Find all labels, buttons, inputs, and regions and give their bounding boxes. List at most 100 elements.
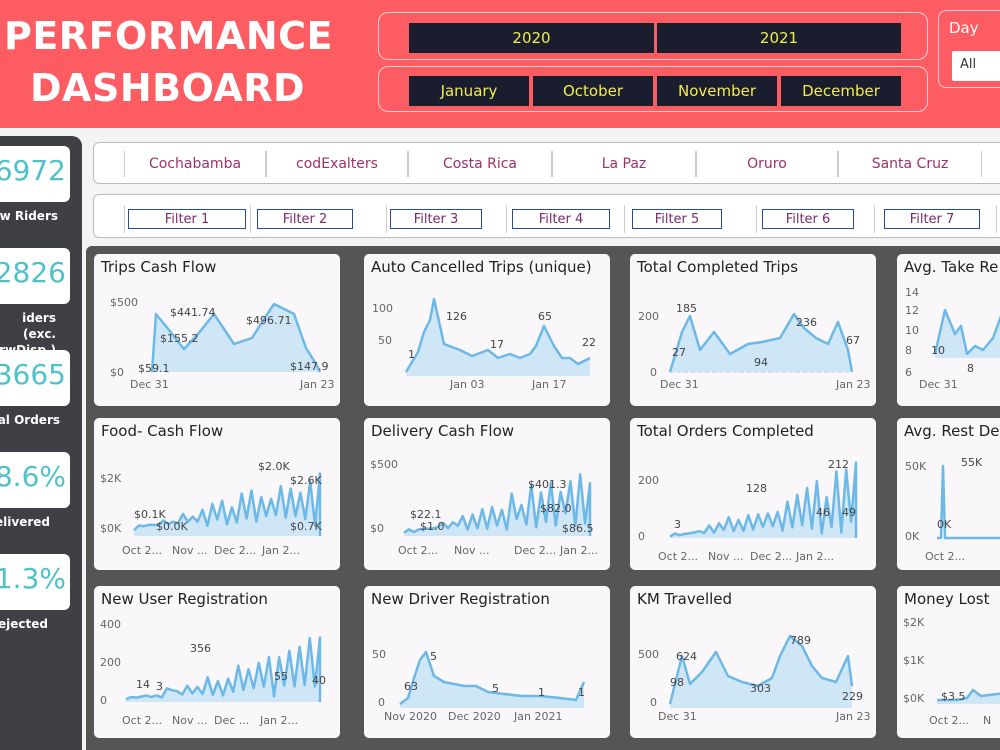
kpi-value: 1.3%	[0, 562, 66, 595]
city-option-cochabamba[interactable]: Cochabamba	[124, 151, 266, 177]
data-label: 185	[676, 302, 697, 315]
x-tick-label: Nov ...	[172, 544, 207, 557]
filter-divider	[624, 205, 625, 233]
data-label: $22.1	[410, 508, 442, 521]
chart-title: Avg. Rest De	[904, 422, 1000, 440]
year-chip-2021[interactable]: 2021	[657, 23, 901, 53]
series-area	[400, 652, 584, 708]
chart-card-new-driver-registration[interactable]: 50 0 Nov 2020 Dec 2020 Jan 2021 63 5 5 1 1 New Dri…	[364, 586, 610, 738]
series-line	[937, 464, 1000, 540]
year-chip-2020[interactable]: 2020	[409, 23, 654, 53]
filter-option-1[interactable]: Filter 1	[128, 209, 246, 229]
day-slicer: Day All	[938, 10, 1000, 88]
x-tick-label: Oct 2...	[122, 714, 162, 727]
city-option-santa-cruz[interactable]: Santa Cruz	[838, 151, 982, 177]
chart-card-total-orders-completed[interactable]: 200 0 Oct 2... Nov ... Dec 2... Jan 2... 212 12…	[630, 418, 876, 570]
x-tick-label: Jan 2...	[259, 714, 298, 727]
y-tick-label: $500	[370, 458, 398, 471]
day-label: Day	[949, 19, 979, 37]
chart-card-auto-cancelled-trips[interactable]: 100 50 Jan 03 Jan 17 126 1 17 65 22 Auto Cancelle…	[364, 254, 610, 406]
data-label: 8	[967, 362, 974, 375]
data-label: 27	[672, 346, 686, 359]
data-label: 1	[538, 686, 545, 699]
data-label: 3	[674, 518, 681, 531]
month-chip-november[interactable]: November	[657, 76, 777, 106]
chart-svg: 200 0 Oct 2... Nov ... Dec 2... Jan 2... 212 12…	[638, 458, 858, 563]
filter-divider	[250, 205, 251, 233]
filter-option-7[interactable]: Filter 7	[884, 209, 980, 229]
y-tick-label: 10	[905, 324, 919, 337]
filter-option-6[interactable]: Filter 6	[762, 209, 854, 229]
dashboard-header: PERFORMANCE DASHBOARD 2020 2021 January …	[0, 0, 1000, 128]
dashboard-title-line1: PERFORMANCE	[4, 14, 333, 58]
data-label: $401.3	[528, 478, 567, 491]
data-label: 94	[754, 356, 768, 369]
x-tick-label: Dec 2...	[514, 544, 556, 557]
chart-card-total-completed-trips[interactable]: 200 0 Dec 31 Jan 23 185 27 94 236 67 Total Comple…	[630, 254, 876, 406]
kpi-panel: 6972 w Riders 2826 iders (exc. rwDisp.) …	[0, 136, 82, 750]
series-line	[668, 312, 854, 373]
filter-option-3[interactable]: Filter 3	[390, 209, 482, 229]
chart-svg: $2K $1K $0K Oct 2... N $3.5	[903, 616, 1000, 727]
series-line	[933, 308, 1000, 356]
chart-card-new-user-registration[interactable]: 400 200 0 Oct 2... Nov ... Dec ... Jan 2... 356…	[94, 586, 340, 738]
data-label: 128	[746, 482, 767, 495]
chart-card-avg-rest-delivery[interactable]: 50K 0K Oct 2... 55K 0K Avg. Rest De	[897, 418, 1000, 570]
data-label: 46	[816, 506, 830, 519]
city-slicer: Cochabamba codExalters Costa Rica La Paz…	[93, 142, 1000, 184]
city-option-codexalters[interactable]: codExalters	[266, 151, 408, 177]
dashboard-title-line2: DASHBOARD	[30, 66, 306, 110]
day-dropdown[interactable]: All	[952, 51, 1000, 81]
chart-card-food-cash-flow[interactable]: $2K $0K Oct 2... Nov ... Dec 2... Jan 2... $2.…	[94, 418, 340, 570]
series-line	[403, 473, 592, 536]
series-area	[152, 304, 320, 372]
series-line	[669, 461, 858, 538]
series-line	[150, 302, 322, 373]
x-tick-label: Dec 31	[658, 710, 697, 723]
month-chip-january[interactable]: January	[409, 76, 529, 106]
month-chip-december[interactable]: December	[781, 76, 901, 106]
series-area	[670, 636, 852, 708]
data-label: $155.2	[160, 332, 199, 345]
y-tick-label: 0	[638, 530, 645, 543]
chart-card-delivery-cash-flow[interactable]: $500 $0 Oct 2... Nov ... Dec 2... Jan 2... $40…	[364, 418, 610, 570]
kpi-card-riders: 2826	[0, 248, 70, 304]
chart-title: KM Travelled	[637, 590, 733, 608]
filter-option-5[interactable]: Filter 5	[632, 209, 722, 229]
x-tick-label: Jan 03	[449, 378, 484, 391]
city-option-la-paz[interactable]: La Paz	[552, 151, 696, 177]
data-label: 1	[408, 348, 415, 361]
filter-divider	[124, 205, 125, 233]
kpi-label: al Orders	[0, 413, 60, 427]
data-label: 5	[492, 682, 499, 695]
chart-card-trips-cash-flow[interactable]: $500 $0 Dec 31 Jan 23 $441.74 $155.2 $496.71 $5…	[94, 254, 340, 406]
city-option-costa-rica[interactable]: Costa Rica	[408, 151, 552, 177]
data-label: 212	[828, 458, 849, 471]
y-tick-label: $0	[370, 522, 384, 535]
data-label: 126	[446, 310, 467, 323]
x-tick-label: Jan 23	[299, 378, 334, 391]
filter-option-4[interactable]: Filter 4	[512, 209, 610, 229]
chart-svg: $500 $0 Oct 2... Nov ... Dec 2... Jan 2... $40…	[370, 458, 598, 557]
city-option-oruro[interactable]: Oruro	[696, 151, 838, 177]
chart-title: Food- Cash Flow	[101, 422, 224, 440]
data-label: 67	[846, 334, 860, 347]
data-label: 17	[490, 338, 504, 351]
data-label: 40	[312, 674, 326, 687]
data-label: 624	[676, 650, 697, 663]
x-tick-label: Nov 2020	[384, 710, 437, 723]
filter-option-2[interactable]: Filter 2	[257, 209, 353, 229]
chart-card-km-travelled[interactable]: 500 0 Dec 31 Jan 23 624 98 303 789 229 KM Travell…	[630, 586, 876, 738]
chart-card-avg-take-rate[interactable]: 14 12 10 8 6 Dec 31 10 8 Avg. Take Re	[897, 254, 1000, 406]
y-tick-label: $0	[110, 366, 124, 379]
series-line	[399, 650, 586, 705]
data-label: 303	[750, 682, 771, 695]
series-area	[670, 462, 856, 538]
x-tick-label: Dec ...	[214, 714, 249, 727]
data-label: 1	[578, 686, 585, 699]
chart-card-money-lost[interactable]: $2K $1K $0K Oct 2... N $3.5 Money Lost	[897, 586, 1000, 738]
data-label: $496.71	[246, 314, 292, 327]
month-chip-october[interactable]: October	[533, 76, 653, 106]
kpi-card-new-riders: 6972	[0, 146, 70, 202]
